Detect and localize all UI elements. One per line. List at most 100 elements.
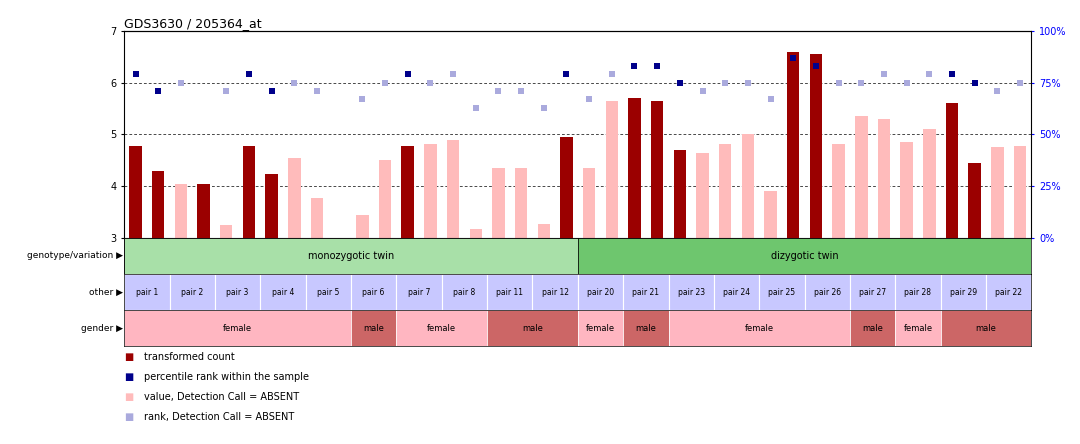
Bar — [759, 274, 805, 310]
Point — [988, 87, 1005, 95]
Point — [376, 79, 393, 86]
Point — [897, 79, 915, 86]
Text: transformed count: transformed count — [144, 353, 234, 362]
Bar — [152, 170, 164, 238]
Bar — [487, 274, 532, 310]
Point — [172, 79, 190, 86]
Point — [1011, 79, 1028, 86]
Bar — [850, 274, 895, 310]
Text: pair 11: pair 11 — [496, 288, 523, 297]
Bar — [578, 274, 623, 310]
Bar — [901, 142, 913, 238]
Bar — [124, 310, 351, 346]
Text: gender ▶: gender ▶ — [81, 324, 123, 333]
Point — [807, 63, 824, 70]
Bar — [243, 147, 255, 238]
Bar — [669, 274, 714, 310]
Bar — [986, 274, 1031, 310]
Bar — [124, 238, 578, 274]
Point — [648, 63, 665, 70]
Text: female: female — [745, 324, 773, 333]
Point — [580, 96, 597, 103]
Point — [353, 96, 370, 103]
Bar — [402, 147, 414, 238]
Bar — [220, 225, 232, 238]
Text: pair 29: pair 29 — [949, 288, 977, 297]
Point — [489, 87, 508, 95]
Text: GDS3630 / 205364_at: GDS3630 / 205364_at — [124, 17, 261, 30]
Point — [512, 87, 529, 95]
Point — [603, 71, 620, 78]
Bar — [895, 310, 941, 346]
Text: pair 22: pair 22 — [995, 288, 1022, 297]
Bar — [578, 238, 1042, 274]
Bar — [651, 101, 663, 238]
Bar — [424, 144, 436, 238]
Text: female: female — [224, 324, 252, 333]
Bar — [623, 310, 669, 346]
Bar — [351, 310, 396, 346]
Point — [784, 55, 801, 62]
Bar — [697, 153, 708, 238]
Text: other ▶: other ▶ — [89, 288, 123, 297]
Bar — [878, 119, 890, 238]
Text: female: female — [904, 324, 932, 333]
Bar — [487, 310, 578, 346]
Bar — [130, 147, 141, 238]
Point — [264, 87, 281, 95]
Text: pair 25: pair 25 — [768, 288, 796, 297]
Bar — [714, 274, 759, 310]
Bar — [306, 274, 351, 310]
Point — [625, 63, 643, 70]
Text: pair 8: pair 8 — [454, 288, 475, 297]
Bar — [198, 183, 210, 238]
Text: ■: ■ — [124, 392, 134, 402]
Text: pair 21: pair 21 — [632, 288, 659, 297]
Bar — [669, 310, 850, 346]
Bar — [583, 168, 595, 238]
Bar — [623, 274, 669, 310]
Text: pair 12: pair 12 — [541, 288, 568, 297]
Text: male: male — [862, 324, 883, 333]
Bar — [805, 274, 850, 310]
Point — [399, 71, 416, 78]
Bar — [946, 103, 958, 238]
Text: monozygotic twin: monozygotic twin — [308, 251, 394, 261]
Bar — [895, 274, 941, 310]
Point — [217, 87, 235, 95]
Point — [127, 71, 145, 78]
Bar — [379, 160, 391, 238]
Bar — [396, 310, 487, 346]
Text: pair 1: pair 1 — [136, 288, 158, 297]
Bar — [578, 310, 623, 346]
Text: male: male — [635, 324, 657, 333]
Text: pair 26: pair 26 — [813, 288, 841, 297]
Text: ■: ■ — [124, 353, 134, 362]
Bar — [470, 229, 482, 238]
Point — [920, 71, 937, 78]
Point — [535, 104, 552, 111]
Bar — [311, 198, 323, 238]
Text: pair 4: pair 4 — [272, 288, 294, 297]
Point — [285, 79, 302, 86]
Text: female: female — [428, 324, 456, 333]
Text: genotype/variation ▶: genotype/variation ▶ — [27, 251, 123, 260]
Text: pair 5: pair 5 — [318, 288, 339, 297]
Point — [421, 79, 438, 86]
Text: pair 20: pair 20 — [586, 288, 615, 297]
Bar — [674, 150, 686, 238]
Bar — [765, 191, 777, 238]
Bar — [787, 52, 799, 238]
Point — [467, 104, 484, 111]
Bar — [532, 274, 578, 310]
Text: ■: ■ — [124, 373, 134, 382]
Text: value, Detection Call = ABSENT: value, Detection Call = ABSENT — [144, 392, 299, 402]
Text: pair 28: pair 28 — [904, 288, 931, 297]
Bar — [629, 98, 640, 238]
Text: pair 6: pair 6 — [363, 288, 384, 297]
Bar — [515, 168, 527, 238]
Bar — [538, 224, 550, 238]
Point — [240, 71, 257, 78]
Bar — [1014, 147, 1026, 238]
Bar — [941, 274, 986, 310]
